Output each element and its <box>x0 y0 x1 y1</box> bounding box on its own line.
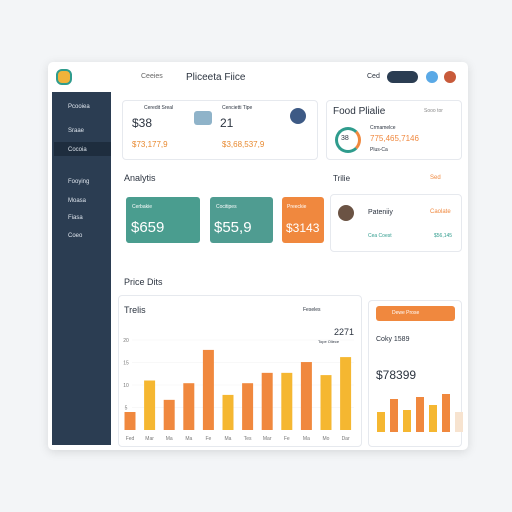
metric-sub: Plus-Ca <box>370 147 388 153</box>
bar <box>183 383 195 430</box>
x-tick-label: Mar <box>263 436 272 442</box>
metric-card-label: Preeckie <box>287 204 307 210</box>
stats-card <box>122 100 318 160</box>
stat-change: $73,177,9 <box>132 140 168 149</box>
chart-legend[interactable]: Feseles <box>303 307 321 313</box>
stat-change: $3,68,537,9 <box>222 140 265 149</box>
stat-value: 21 <box>220 116 234 130</box>
x-tick-label: Ma <box>303 436 310 442</box>
sidebar-item[interactable]: Moasa <box>68 198 87 204</box>
gauge <box>335 127 361 153</box>
bar <box>242 383 254 430</box>
side-bar <box>429 405 437 432</box>
stat-avatar <box>290 108 306 124</box>
x-tick-label: Ma <box>225 436 232 442</box>
avatar[interactable] <box>426 71 438 83</box>
bar <box>163 399 175 430</box>
metric-card[interactable] <box>282 197 324 243</box>
side-button-label[interactable]: Dewe Prose <box>392 310 420 316</box>
app-title: Pliceeta Fiice <box>186 72 246 83</box>
header-button[interactable] <box>387 71 418 83</box>
x-tick-label: Dar <box>342 436 350 442</box>
chart-total-sub: Tope Oliece <box>318 339 340 344</box>
side-bar <box>416 397 424 432</box>
user-label[interactable]: Ced <box>367 73 380 80</box>
bar <box>320 375 332 430</box>
y-tick-label: 5 <box>125 406 128 412</box>
sidebar-item[interactable]: Coeo <box>68 233 83 239</box>
trade-amount: $56,145 <box>434 233 453 239</box>
section-title: Trilie <box>333 174 351 183</box>
card-link[interactable]: Sooo tor <box>424 108 443 114</box>
section-title: Analytis <box>124 173 156 183</box>
x-tick-label: Ma <box>166 436 173 442</box>
stat-image <box>194 111 212 125</box>
section-title: Price Dits <box>124 277 163 287</box>
metric-card-label: Cocitipes <box>216 204 237 210</box>
y-tick-label: 15 <box>123 361 129 367</box>
bar <box>340 357 352 430</box>
bar <box>144 380 156 430</box>
side-button[interactable] <box>376 306 455 321</box>
sidebar-item[interactable]: Fooying <box>68 179 90 185</box>
avatar[interactable] <box>444 71 456 83</box>
trade-avatar <box>338 205 354 221</box>
logo <box>56 69 72 85</box>
metric-card-label: Cerbakie <box>132 204 153 210</box>
y-tick-label: 20 <box>123 338 129 344</box>
search-label[interactable]: Ceeies <box>141 73 163 80</box>
bar <box>124 412 136 430</box>
side-value: $78399 <box>376 368 417 382</box>
card-title: Food Plialie <box>333 106 386 117</box>
trade-name: Pateniiy <box>368 209 393 216</box>
stat-label: Cencietti Tipe <box>222 105 253 111</box>
sidebar-item[interactable]: Fiasa <box>68 215 83 221</box>
x-tick-label: Fed <box>126 436 135 442</box>
side-bar <box>403 410 411 432</box>
metric-card[interactable] <box>210 197 273 243</box>
y-tick-label: 10 <box>123 383 129 389</box>
metric-card-value: $659 <box>131 219 165 236</box>
metric-card-value: $3143 <box>286 221 320 235</box>
trade-role: Caolate <box>430 209 451 215</box>
sidebar-item[interactable]: Cocoia <box>68 147 87 153</box>
side-label: Coky 1589 <box>376 336 410 343</box>
x-tick-label: Mo <box>323 436 330 442</box>
bar <box>261 372 273 430</box>
metric-value: 775,465,7146 <box>370 134 419 143</box>
side-bar <box>390 399 398 432</box>
metric-card[interactable] <box>126 197 200 243</box>
chart-title: Trelis <box>124 305 146 315</box>
bar <box>300 362 312 430</box>
sidebar-active <box>54 142 111 156</box>
gauge-value: 38 <box>341 135 349 142</box>
side-bar <box>442 394 450 432</box>
x-tick-label: Ma <box>185 436 192 442</box>
bar <box>281 372 293 430</box>
sidebar-item[interactable]: Pcooiea <box>68 104 90 110</box>
x-tick-label: Mar <box>145 436 154 442</box>
metric-card-value: $55,9 <box>214 219 252 236</box>
sidebar-item[interactable]: Sraae <box>68 128 85 134</box>
bar <box>222 394 234 430</box>
x-tick-label: Fe <box>284 436 290 442</box>
trade-card <box>330 194 462 252</box>
stat-label: Ceredit Sreal <box>144 105 174 111</box>
x-tick-label: Fe <box>205 436 211 442</box>
metric-label: Crmamelce <box>370 125 396 131</box>
x-tick-label: Tes <box>244 436 252 442</box>
section-link[interactable]: Sed <box>430 175 441 181</box>
side-bar <box>455 412 463 432</box>
chart-total: 2271 <box>334 327 355 337</box>
bar <box>202 349 214 430</box>
trade-sub: Cea Coest <box>368 233 392 239</box>
stat-value: $38 <box>132 116 153 130</box>
side-bar <box>377 412 385 432</box>
